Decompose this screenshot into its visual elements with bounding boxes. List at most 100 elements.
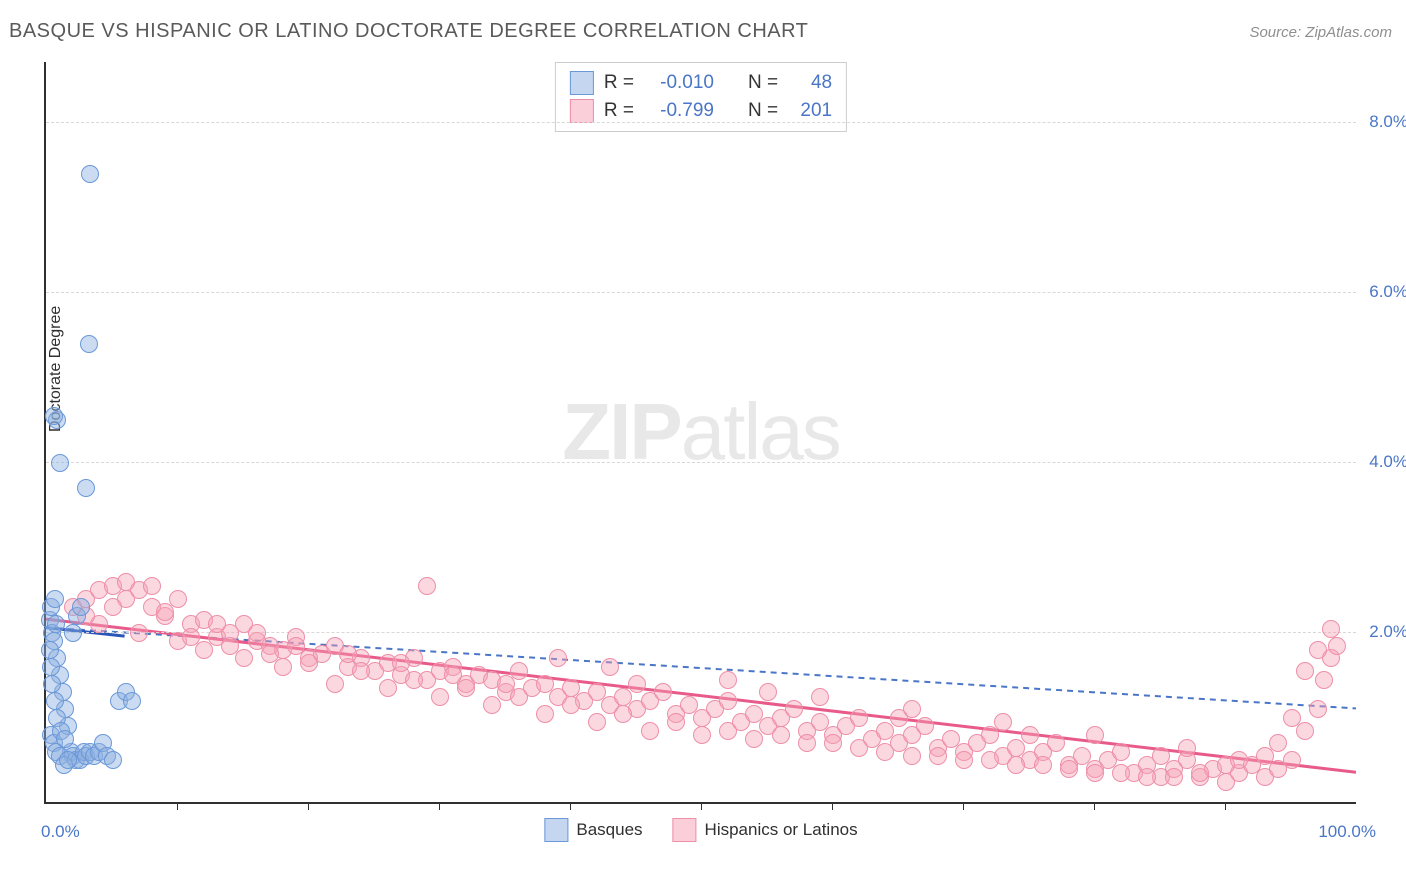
- data-point: [43, 675, 61, 693]
- x-axis-min-label: 0.0%: [41, 822, 80, 842]
- x-tick: [439, 802, 440, 810]
- x-tick: [177, 802, 178, 810]
- data-point: [850, 739, 868, 757]
- data-point: [1007, 756, 1025, 774]
- gridline: [46, 462, 1356, 463]
- data-point: [339, 645, 357, 663]
- x-tick: [1094, 802, 1095, 810]
- data-point: [182, 628, 200, 646]
- data-point: [549, 649, 567, 667]
- data-point: [208, 615, 226, 633]
- data-point: [1309, 700, 1327, 718]
- data-point: [81, 165, 99, 183]
- data-point: [221, 637, 239, 655]
- data-point: [444, 666, 462, 684]
- data-point: [654, 683, 672, 701]
- trend-lines: [46, 62, 1356, 802]
- r-label: R =: [604, 69, 634, 97]
- data-point: [59, 751, 77, 769]
- data-point: [117, 573, 135, 591]
- data-point: [80, 335, 98, 353]
- data-point: [798, 734, 816, 752]
- data-point: [601, 658, 619, 676]
- data-point: [46, 590, 64, 608]
- legend-item: Basques: [544, 818, 642, 842]
- n-value: 48: [788, 69, 832, 97]
- data-point: [143, 577, 161, 595]
- data-point: [693, 726, 711, 744]
- data-point: [641, 722, 659, 740]
- legend-swatch: [544, 818, 568, 842]
- data-point: [916, 717, 934, 735]
- x-tick: [1225, 802, 1226, 810]
- data-point: [1047, 734, 1065, 752]
- data-point: [1165, 768, 1183, 786]
- data-point: [104, 751, 122, 769]
- data-point: [562, 696, 580, 714]
- data-point: [261, 645, 279, 663]
- data-point: [1328, 637, 1346, 655]
- data-point: [1178, 739, 1196, 757]
- data-point: [51, 454, 69, 472]
- data-point: [41, 641, 59, 659]
- x-tick: [308, 802, 309, 810]
- data-point: [876, 743, 894, 761]
- x-tick: [701, 802, 702, 810]
- data-point: [64, 624, 82, 642]
- x-tick: [963, 802, 964, 810]
- data-point: [772, 726, 790, 744]
- y-tick-label: 6.0%: [1369, 282, 1406, 302]
- y-tick-label: 2.0%: [1369, 622, 1406, 642]
- data-point: [1296, 662, 1314, 680]
- data-point: [929, 747, 947, 765]
- data-point: [235, 649, 253, 667]
- data-point: [628, 675, 646, 693]
- data-point: [248, 624, 266, 642]
- data-point: [379, 679, 397, 697]
- r-value: -0.010: [644, 69, 714, 97]
- data-point: [588, 713, 606, 731]
- data-point: [1138, 768, 1156, 786]
- data-point: [785, 700, 803, 718]
- data-point: [719, 671, 737, 689]
- data-point: [981, 751, 999, 769]
- data-point: [903, 747, 921, 765]
- gridline: [46, 292, 1356, 293]
- data-point: [1315, 671, 1333, 689]
- data-point: [104, 598, 122, 616]
- data-point: [745, 730, 763, 748]
- data-point: [483, 696, 501, 714]
- data-point: [1112, 764, 1130, 782]
- data-point: [850, 709, 868, 727]
- data-point: [719, 692, 737, 710]
- legend-label: Hispanics or Latinos: [705, 820, 858, 840]
- source-label: Source: ZipAtlas.com: [1249, 24, 1392, 41]
- data-point: [1060, 760, 1078, 778]
- data-point: [56, 730, 74, 748]
- legend-swatch: [570, 71, 594, 95]
- data-point: [45, 407, 63, 425]
- scatter-plot: Doctorate Degree ZIPatlas R =-0.010N =48…: [44, 62, 1356, 804]
- legend-row: R = -0.010 N = 48: [570, 69, 832, 97]
- data-point: [497, 675, 515, 693]
- data-point: [1283, 751, 1301, 769]
- data-point: [46, 692, 64, 710]
- n-label: N =: [748, 69, 778, 97]
- data-point: [1296, 722, 1314, 740]
- data-point: [47, 615, 65, 633]
- data-point: [1269, 734, 1287, 752]
- data-point: [352, 662, 370, 680]
- gridline: [46, 122, 1356, 123]
- data-point: [614, 705, 632, 723]
- data-point: [77, 479, 95, 497]
- data-point: [130, 624, 148, 642]
- data-point: [824, 734, 842, 752]
- data-point: [719, 722, 737, 740]
- data-point: [274, 658, 292, 676]
- x-tick: [570, 802, 571, 810]
- data-point: [1230, 751, 1248, 769]
- watermark: ZIPatlas: [562, 386, 839, 478]
- data-point: [1152, 747, 1170, 765]
- data-point: [811, 688, 829, 706]
- data-point: [457, 679, 475, 697]
